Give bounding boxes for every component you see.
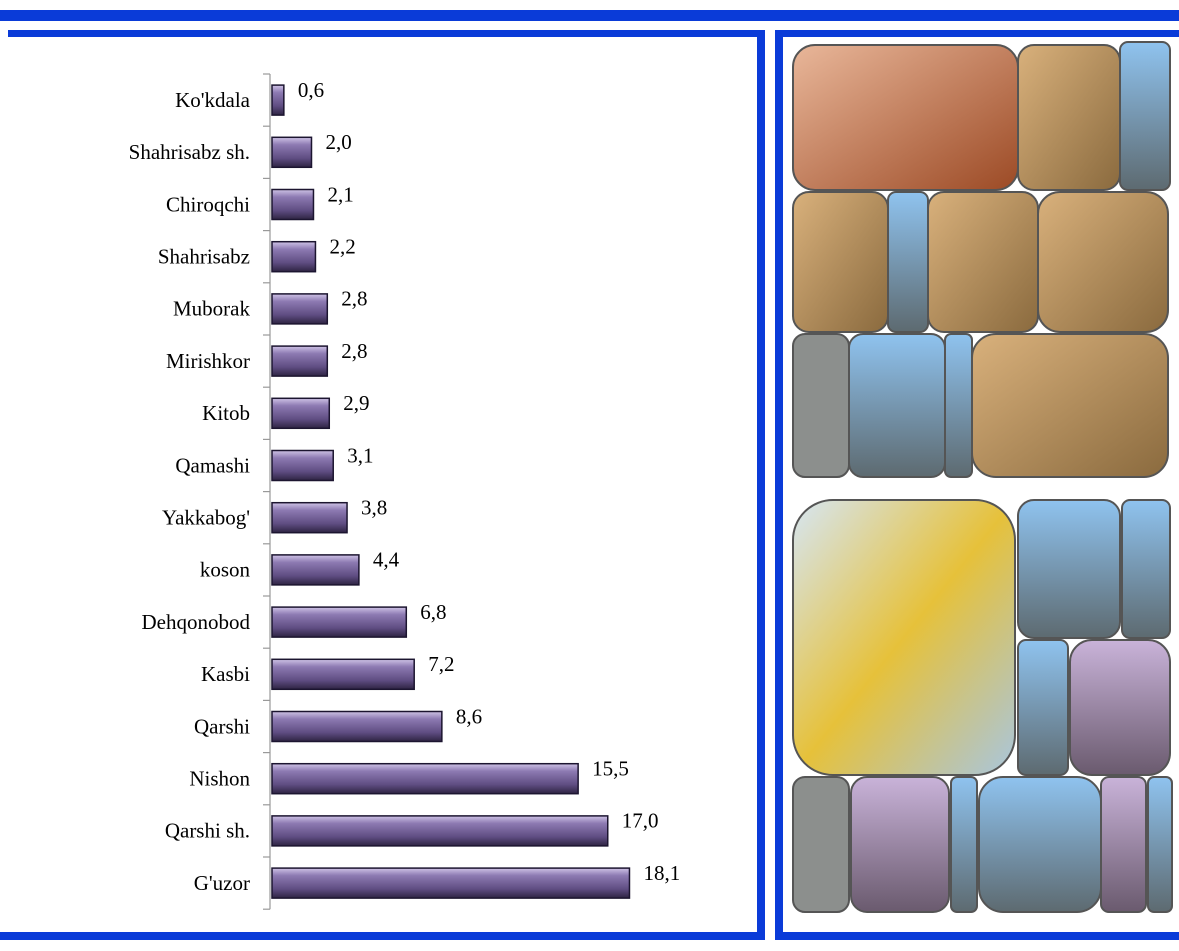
data-label: 17,0 [622, 809, 659, 833]
category-label: Qamashi [175, 453, 250, 477]
bar [271, 501, 348, 534]
category-label: Qarshi sh. [165, 819, 250, 843]
data-label: 2,9 [343, 391, 369, 415]
category-label: Kitob [202, 401, 250, 425]
chart: Ko'kdala 0,6 Shahrisabz sh. 2,0 Chiroqchi 2,1… [129, 73, 680, 910]
bar [271, 762, 579, 795]
category-label: Nishon [189, 767, 250, 791]
bar [271, 397, 331, 430]
data-label: 2,8 [341, 287, 367, 311]
category-label: Qarshi [194, 714, 250, 738]
bar [271, 606, 408, 638]
data-label: 2,2 [329, 235, 355, 259]
data-label: 2,0 [326, 130, 352, 154]
category-label: Shahrisabz sh. [129, 140, 250, 164]
data-label: 3,1 [347, 443, 373, 467]
bar [271, 658, 415, 691]
bar [271, 710, 443, 743]
category-label: koson [200, 558, 251, 582]
bar [271, 84, 285, 116]
bar [271, 188, 315, 221]
data-label: 2,8 [341, 339, 367, 363]
data-label: 0,6 [298, 78, 324, 102]
frame [0, 10, 1179, 940]
bar [271, 240, 317, 273]
data-label: 2,1 [327, 182, 353, 206]
bar [271, 867, 631, 899]
data-label: 4,4 [373, 548, 400, 572]
category-label: Dehqonobod [142, 610, 251, 634]
bar [271, 136, 313, 169]
category-label: G'uzor [194, 871, 250, 895]
category-label: Muborak [173, 297, 250, 321]
category-label: Mirishkor [166, 349, 250, 373]
category-label: Ko'kdala [175, 88, 251, 112]
data-label: 3,8 [361, 496, 387, 520]
data-label: 8,6 [456, 704, 482, 728]
category-label: Kasbi [201, 662, 250, 686]
category-label: Shahrisabz [158, 245, 250, 269]
data-label: 15,5 [592, 757, 629, 781]
data-label: 7,2 [428, 652, 454, 676]
bar [271, 554, 360, 586]
bar [271, 345, 329, 377]
category-label: Yakkabog' [162, 506, 250, 530]
category-label: Chiroqchi [166, 192, 250, 216]
bar [271, 293, 329, 325]
photo-collage [792, 41, 1173, 913]
data-label: 18,1 [643, 861, 680, 885]
bar [271, 815, 609, 847]
data-label: 6,8 [420, 600, 446, 624]
bar [271, 449, 334, 482]
